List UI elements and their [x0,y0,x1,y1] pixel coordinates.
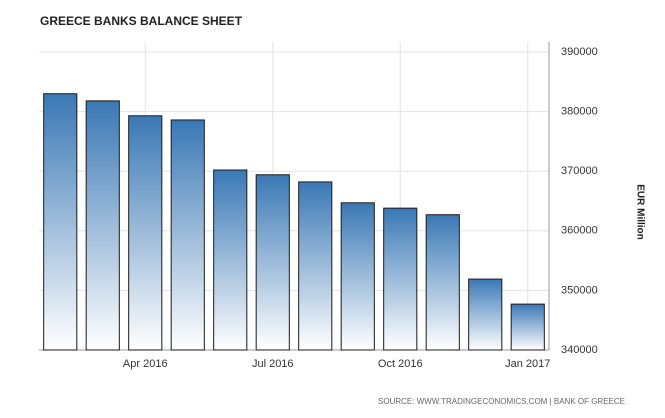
x-tick-label: Jul 2016 [252,358,294,370]
y-tick-label: 350000 [561,284,598,296]
source-note: SOURCE: WWW.TRADINGECONOMICS.COM | BANK … [378,397,625,406]
y-tick-label: 370000 [561,165,598,177]
bar [425,214,460,351]
bar [213,169,248,351]
chart-title: GREECE BANKS BALANCE SHEET [40,14,243,28]
x-tick-label: Jan 2017 [505,358,550,370]
y-tick-label: 340000 [561,344,598,356]
bar [510,303,545,351]
bar [85,100,120,351]
bar [468,278,503,351]
y-tick-label: 390000 [561,46,598,58]
bar [383,207,418,351]
y-axis-label: EUR Million [634,184,645,240]
bar [340,202,375,351]
x-tick-label: Apr 2016 [123,358,168,370]
bar [255,174,290,351]
bar [170,119,205,351]
y-tick-label: 360000 [561,225,598,237]
x-tick-label: Oct 2016 [378,358,423,370]
bar [298,181,333,351]
bar [43,93,78,351]
bar [128,115,163,351]
y-tick-label: 380000 [561,106,598,118]
